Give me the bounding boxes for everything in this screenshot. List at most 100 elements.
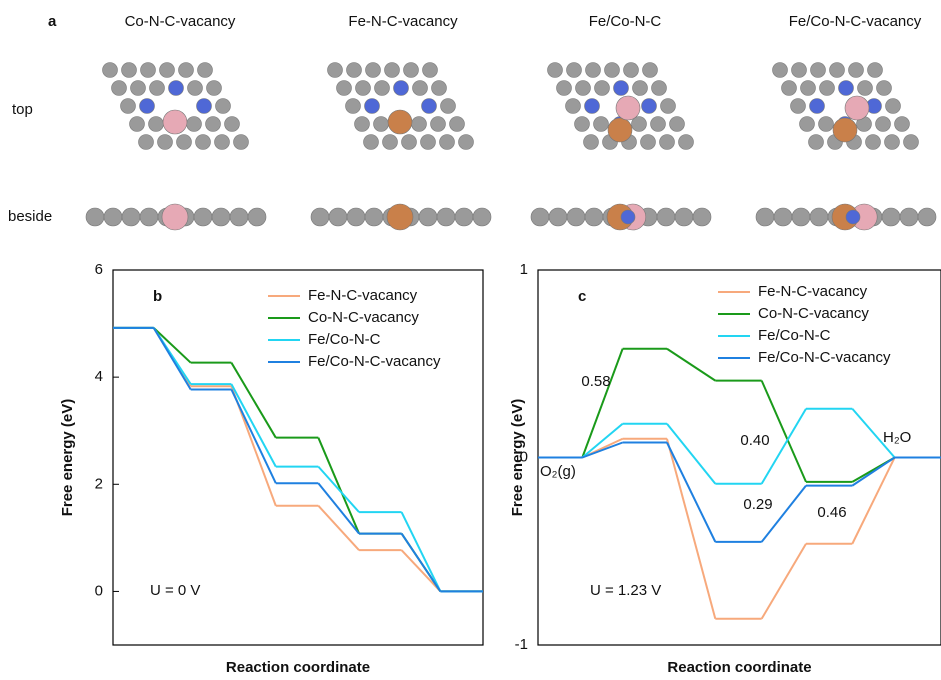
atom [103,63,118,78]
atom [347,208,365,226]
atom [198,63,213,78]
figure: a Co-N-C-vacancy Fe-N-C-vacancy Fe/Co-N-… [0,0,941,680]
atom [149,117,164,132]
atom [141,63,156,78]
panel-label: c [578,288,586,305]
atom [188,81,203,96]
atom [455,208,473,226]
atom [868,63,883,78]
atom [413,81,428,96]
atom [584,135,599,150]
connector [402,550,441,591]
y-tick-label: 0 [95,582,103,599]
atom [809,135,824,150]
atom [800,117,815,132]
annotation: 0.29 [743,496,772,513]
atom [328,63,343,78]
atom [548,63,563,78]
atom [356,81,371,96]
y-tick-label: 1 [520,261,528,278]
atom [575,117,590,132]
atom [882,208,900,226]
atom [918,208,936,226]
atom [633,81,648,96]
x-axis-label: Reaction coordinate [667,659,811,676]
atom [450,117,465,132]
row-label: beside [8,208,52,225]
legend-label: Co-N-C-vacancy [758,305,869,322]
atom [121,99,136,114]
atom [866,135,881,150]
atom [886,99,901,114]
connector [402,512,441,591]
atom [849,63,864,78]
atom [819,117,834,132]
annotation: H₂O [883,429,911,446]
atom [422,99,437,114]
structures [86,63,936,231]
row-label: top [12,101,33,118]
y-tick-label: 6 [95,261,103,278]
atom [225,117,240,132]
atom [594,117,609,132]
atom [858,81,873,96]
atom [895,117,910,132]
atom [112,81,127,96]
atom [679,135,694,150]
atom [215,135,230,150]
atom [605,63,620,78]
atom [774,208,792,226]
atom [140,208,158,226]
connector [318,506,359,550]
atom [86,208,104,226]
legend-label: Fe/Co-N-C-vacancy [758,349,891,366]
atom [212,208,230,226]
atom [846,210,860,224]
annotation: U = 1.23 V [590,582,661,599]
atom [139,135,154,150]
x-axis-label: Reaction coordinate [226,659,370,676]
atom [197,99,212,114]
column-title: Fe/Co-N-C-vacancy [789,13,922,30]
legend-label: Co-N-C-vacancy [308,309,419,326]
atom [756,208,774,226]
atom [355,117,370,132]
atom [904,135,919,150]
panel-label: a [48,13,57,30]
atom [234,135,249,150]
atom [820,81,835,96]
atom [801,81,816,96]
atom [383,135,398,150]
atom [621,210,635,224]
atom [179,63,194,78]
atom [567,208,585,226]
atom [773,63,788,78]
connector [318,438,359,534]
atom [660,135,675,150]
y-tick-label: -1 [515,636,528,653]
atom [374,117,389,132]
atom [177,135,192,150]
atom [248,208,266,226]
atom [876,117,891,132]
atom [693,208,711,226]
atom [365,208,383,226]
annotation: U = 0 V [150,582,200,599]
annotation: 0.46 [817,504,846,521]
atom [473,208,491,226]
connector [402,534,441,592]
atom [900,208,918,226]
atom [624,63,639,78]
atom [187,117,202,132]
atom [585,208,603,226]
column-title: Fe/Co-N-C [589,13,662,30]
y-axis-label: Free energy (eV) [509,399,526,517]
atom [791,99,806,114]
atom [586,63,601,78]
panel-label: b [153,288,162,305]
column-title: Fe-N-C-vacancy [348,13,458,30]
atom [423,63,438,78]
atom [652,81,667,96]
atom [531,208,549,226]
atom [651,117,666,132]
